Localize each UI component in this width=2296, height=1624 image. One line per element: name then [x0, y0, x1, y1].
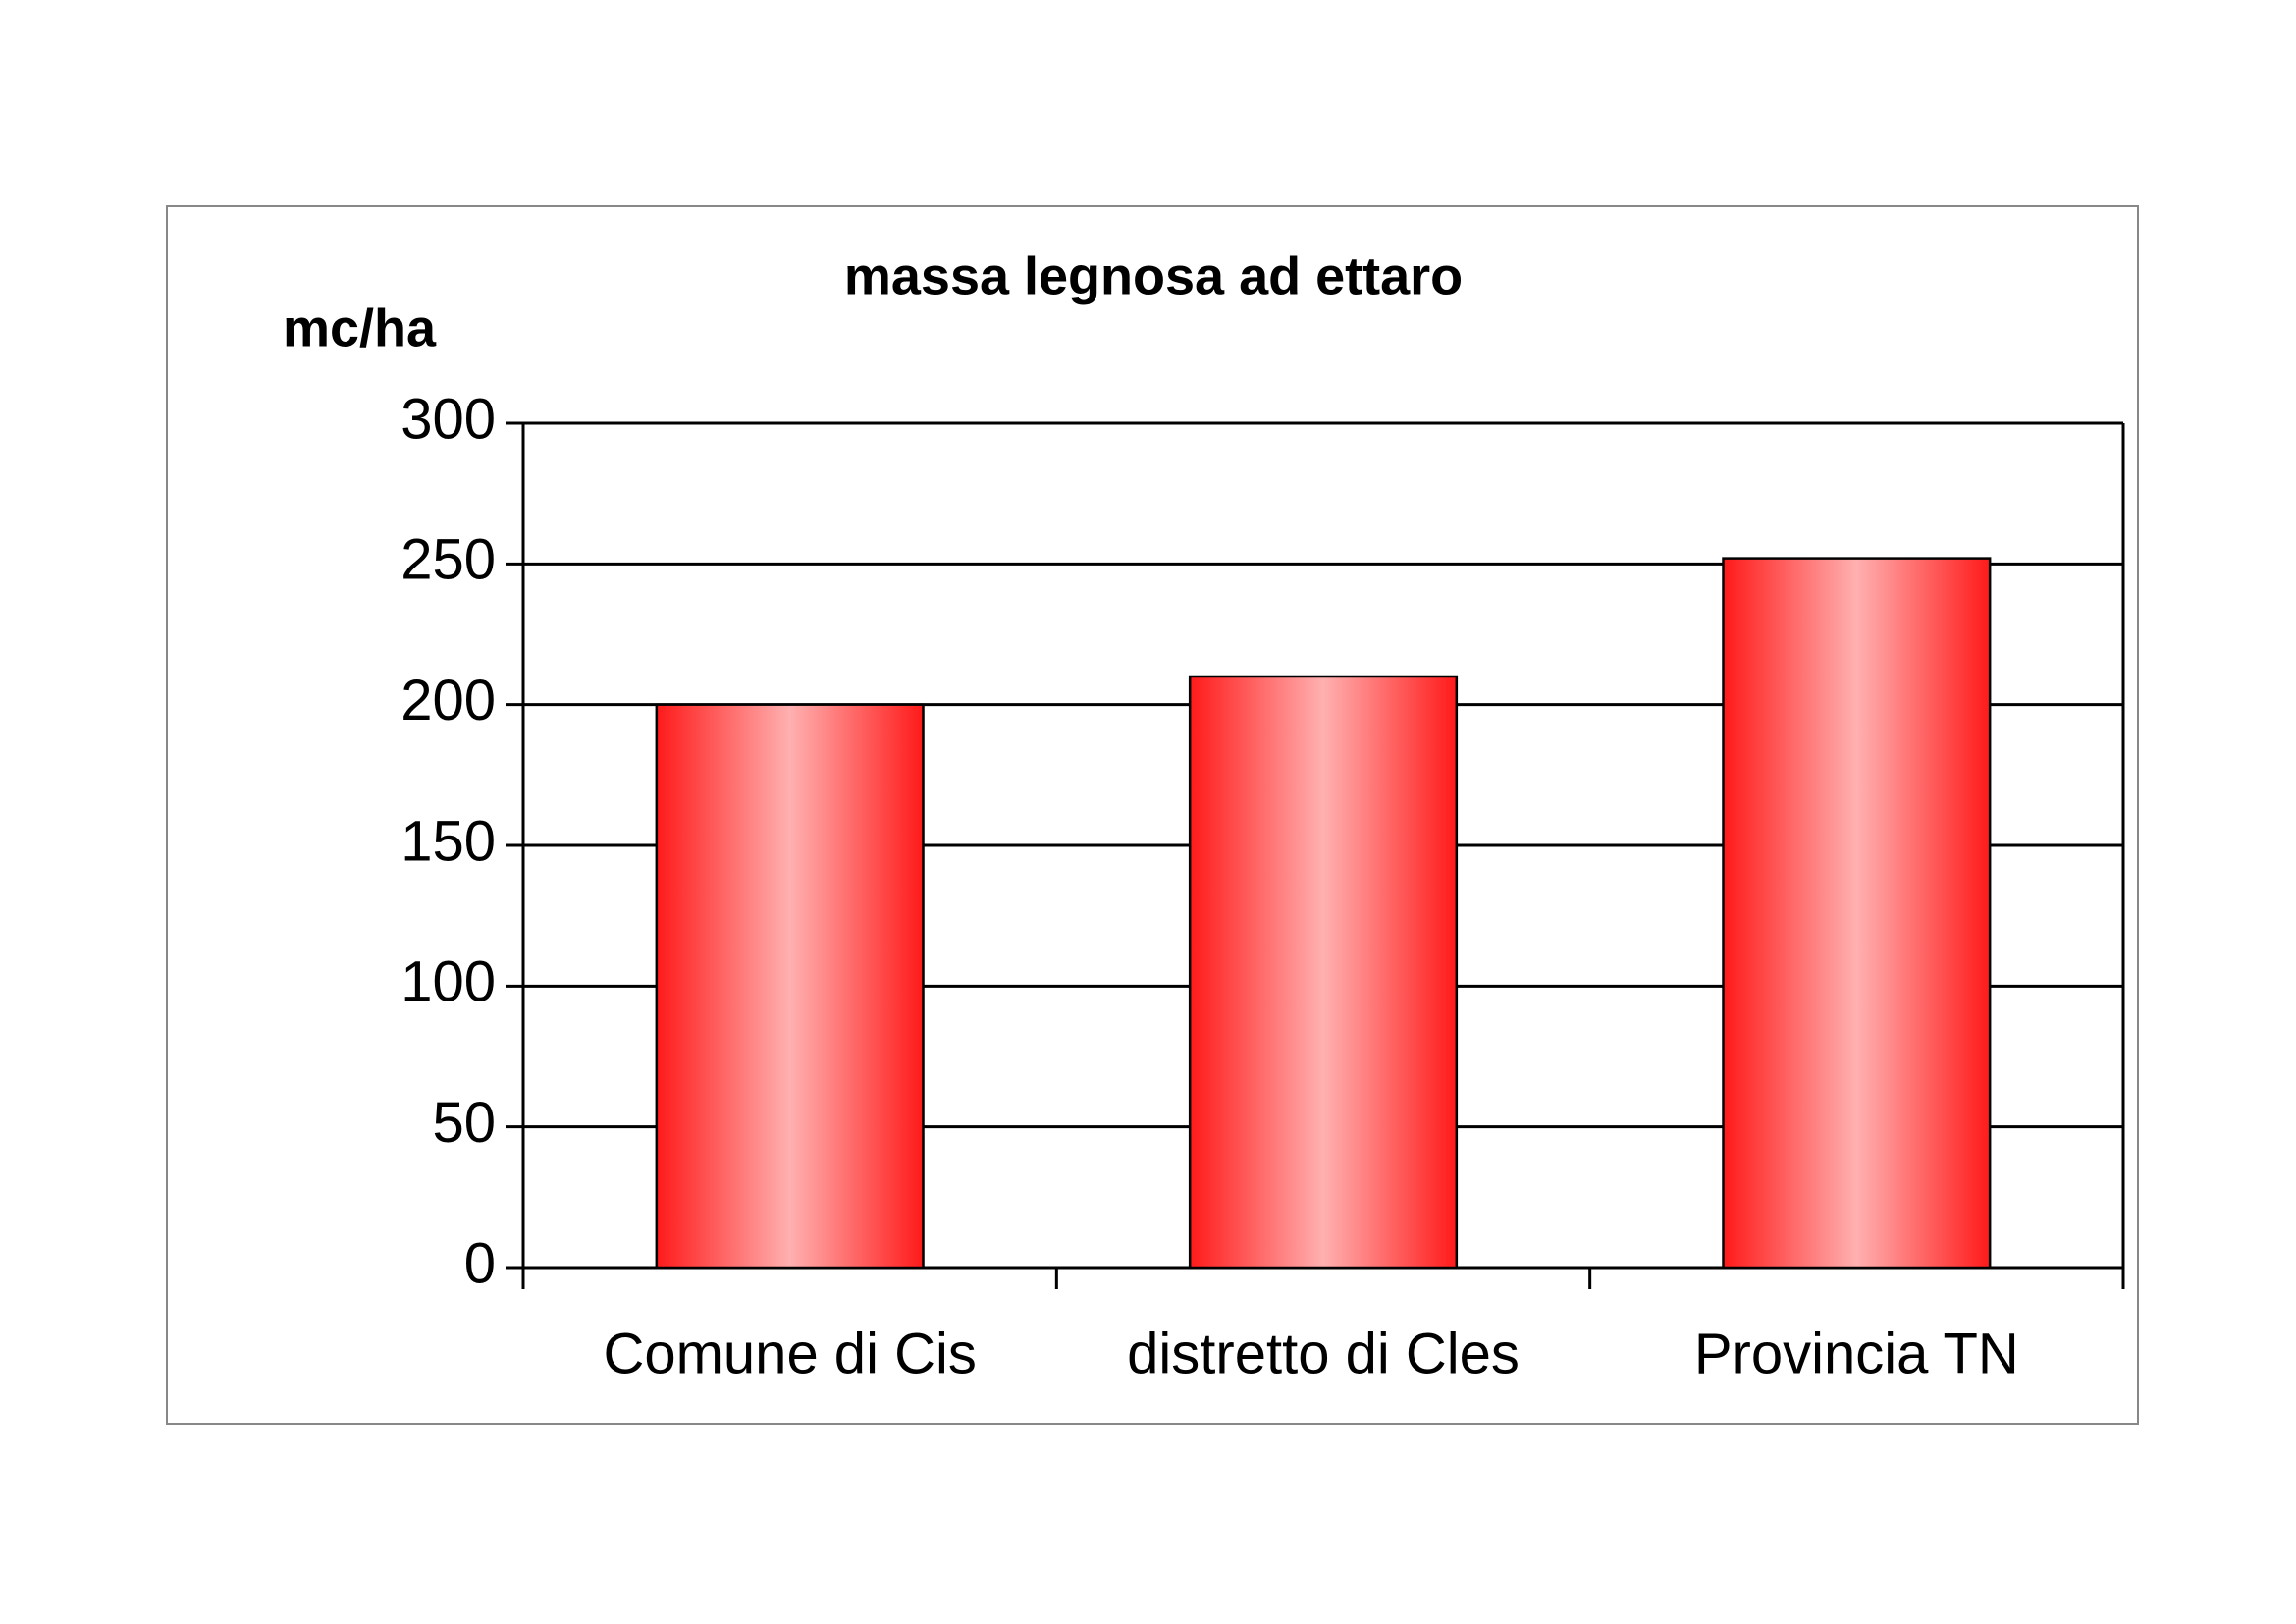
x-tick-label: Comune di Cis	[603, 1322, 976, 1385]
y-tick-label: 250	[400, 528, 496, 592]
y-axis-label: mc/ha	[283, 298, 437, 357]
y-tick-label: 150	[400, 809, 496, 873]
y-tick-label: 200	[400, 669, 496, 732]
chart-title: massa legnosa ad ettaro	[844, 246, 1463, 305]
y-tick-label: 50	[432, 1091, 496, 1155]
y-tick-label: 300	[400, 387, 496, 451]
bar	[1722, 557, 1992, 1270]
x-tick-label: Provincia TN	[1694, 1322, 2019, 1385]
x-tick-label: distretto di Cles	[1127, 1322, 1520, 1385]
bar	[1188, 675, 1459, 1270]
y-tick-label: 100	[400, 950, 496, 1014]
y-tick-label: 0	[464, 1231, 496, 1295]
bar	[655, 703, 925, 1270]
